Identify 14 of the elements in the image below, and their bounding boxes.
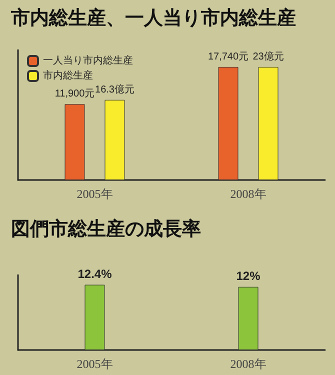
chart-title: 図們市総生産の成長率 [11,218,201,240]
data-label: 12% [236,268,261,283]
data-label: 23億元 [252,50,284,62]
data-label: 11,900元 [54,88,95,100]
x-tick-label: 2005年 [76,357,113,371]
legend-label: 一人当り市内総生産 [43,54,133,66]
x-tick-label: 2008年 [230,357,266,371]
x-tick-label: 2008年 [230,187,266,201]
x-tick-label: 2005年 [76,187,113,201]
legend-label: 市内総生産 [43,70,93,82]
data-label: 12.4% [78,266,112,281]
chart-title: 市内総生産、一人当り市内総生産 [10,7,296,29]
data-label: 17,740元 [208,51,249,62]
data-label: 16.3億元 [95,83,134,96]
